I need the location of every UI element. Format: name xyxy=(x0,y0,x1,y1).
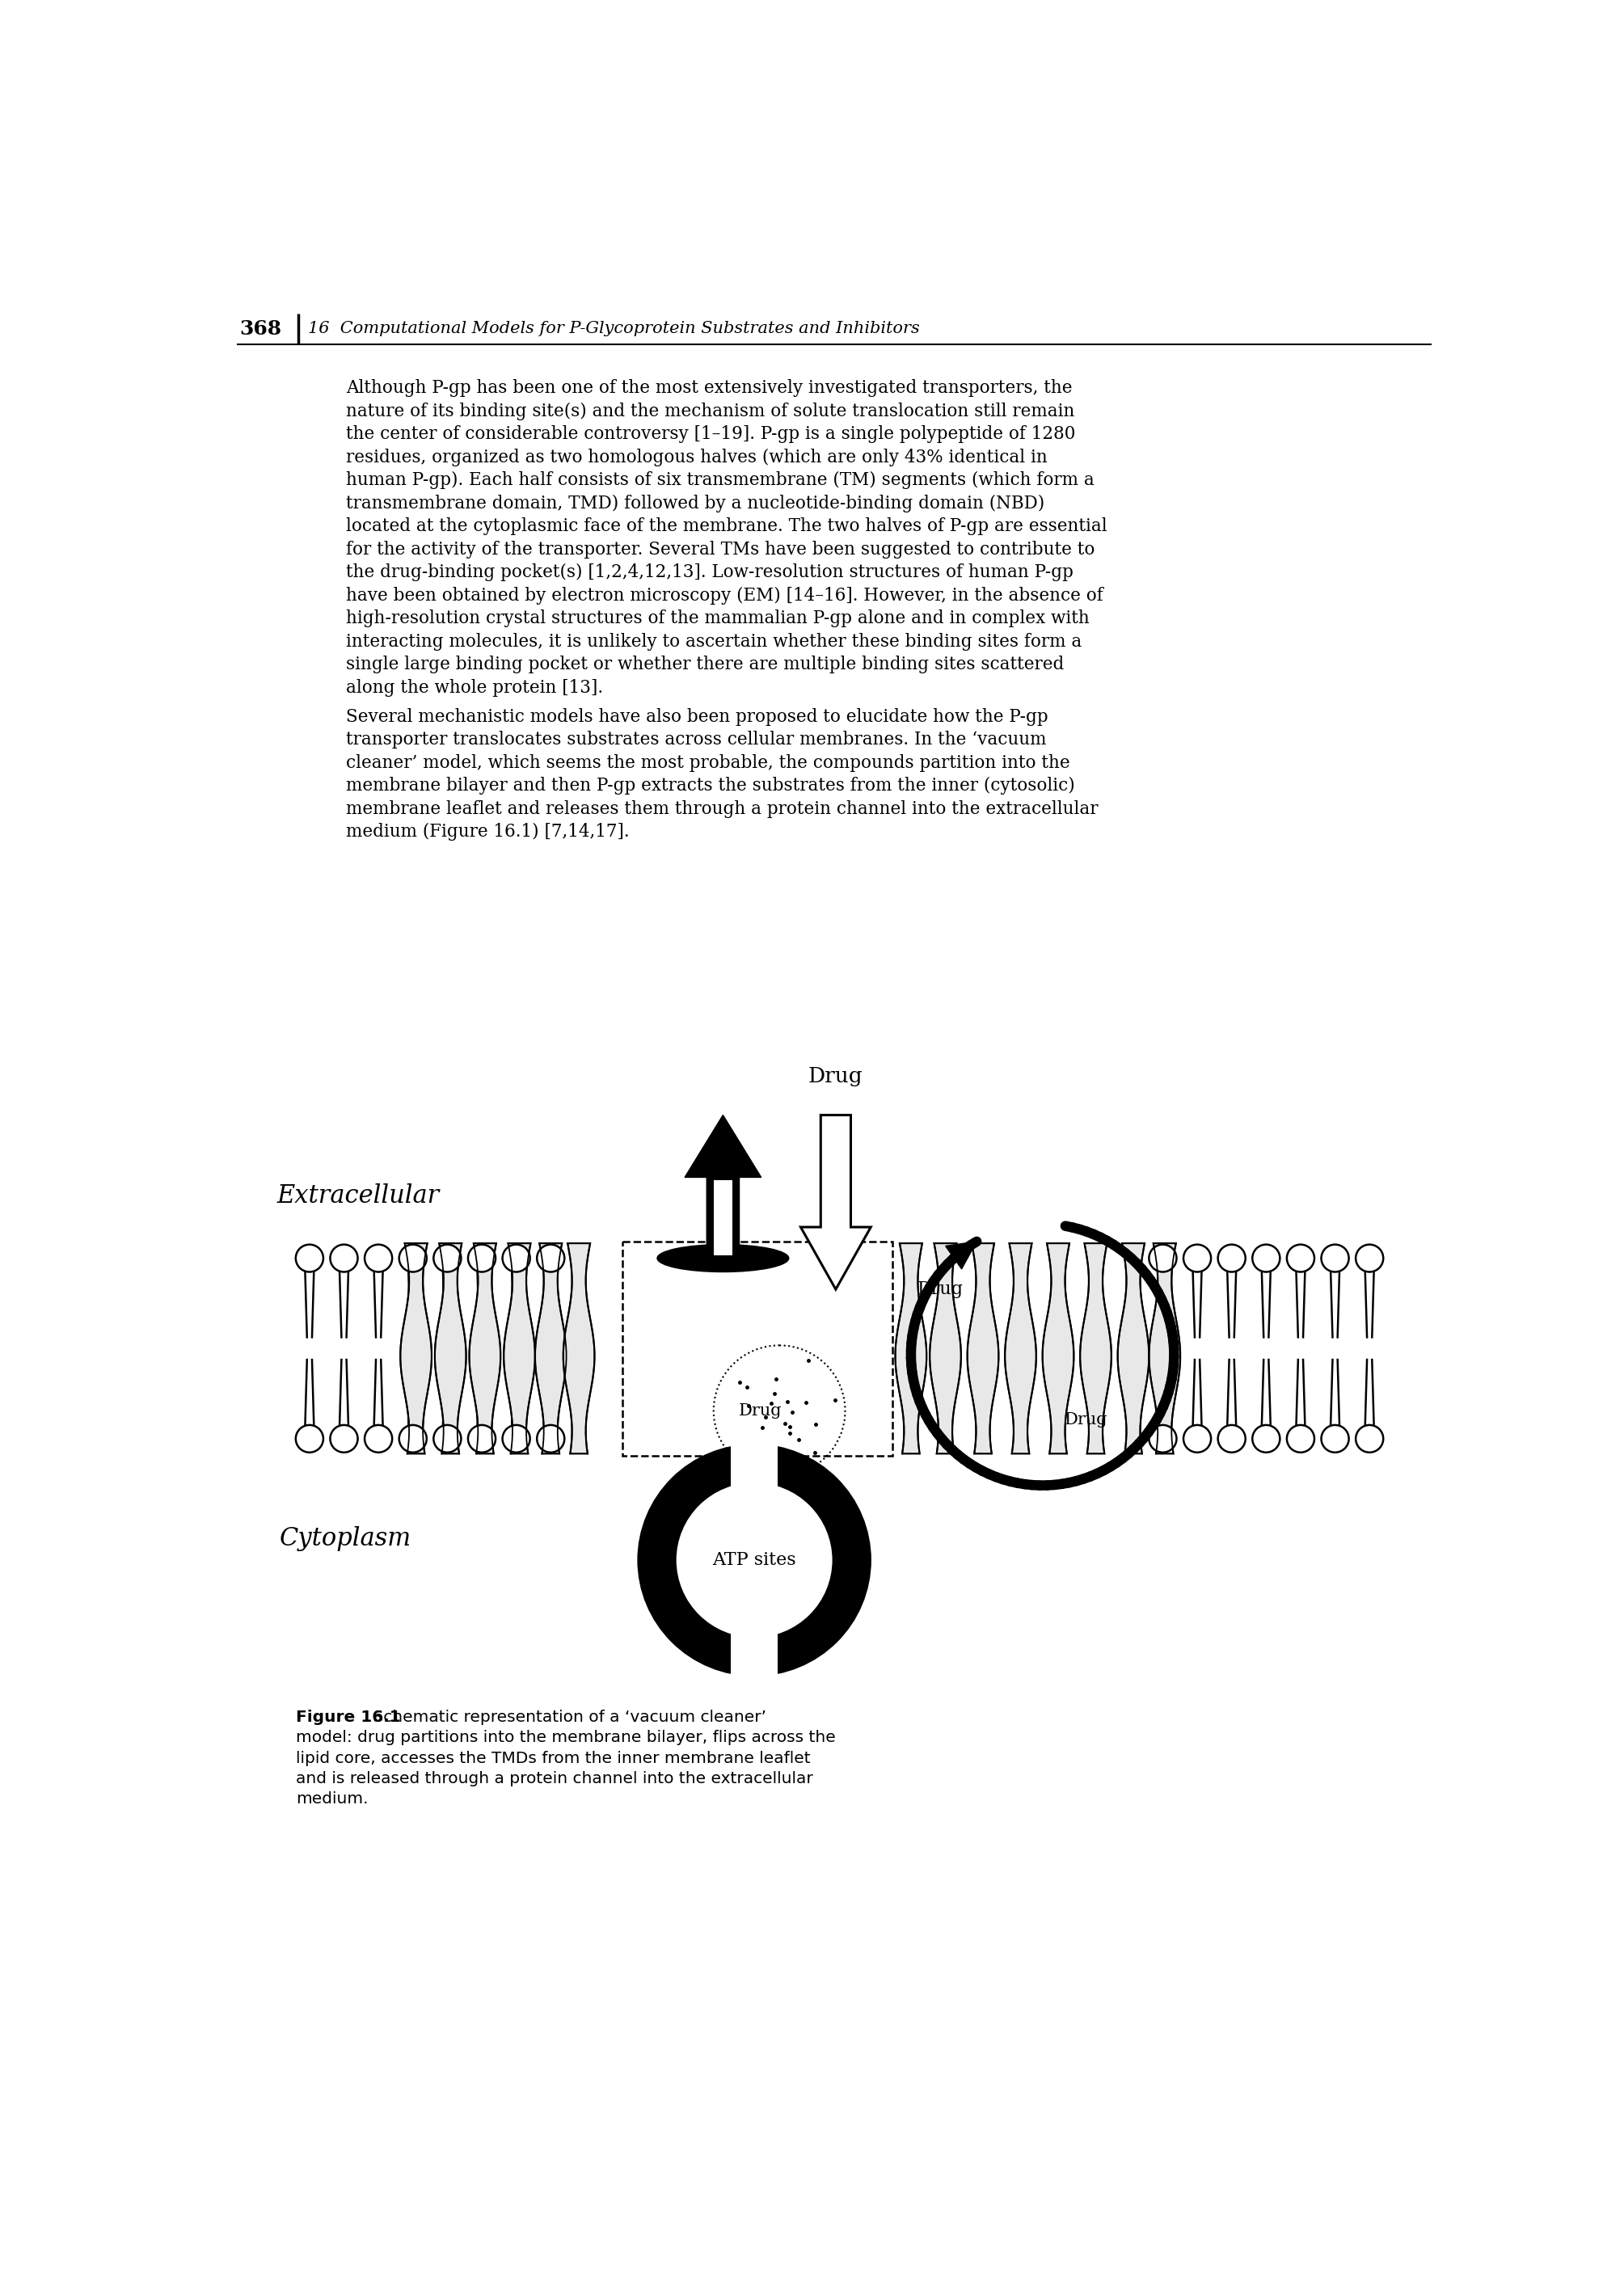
Bar xyxy=(622,1241,892,1456)
Circle shape xyxy=(1356,1243,1384,1271)
Circle shape xyxy=(434,1243,461,1271)
Text: high-resolution crystal structures of the mammalian P-gp alone and in complex wi: high-resolution crystal structures of th… xyxy=(346,609,1090,627)
Text: for the activity of the transporter. Several TMs have been suggested to contribu: for the activity of the transporter. Sev… xyxy=(346,540,1095,559)
Circle shape xyxy=(468,1424,495,1452)
Circle shape xyxy=(1184,1424,1212,1452)
Circle shape xyxy=(1252,1424,1280,1452)
Polygon shape xyxy=(968,1243,999,1454)
Text: Drug: Drug xyxy=(1065,1413,1108,1427)
Circle shape xyxy=(1286,1243,1314,1271)
Text: Cytoplasm: Cytoplasm xyxy=(279,1525,412,1550)
Circle shape xyxy=(1218,1243,1246,1271)
Polygon shape xyxy=(1150,1243,1181,1454)
Text: nature of its binding site(s) and the mechanism of solute translocation still re: nature of its binding site(s) and the me… xyxy=(346,403,1075,421)
Ellipse shape xyxy=(658,1243,789,1271)
Circle shape xyxy=(638,1445,870,1676)
Text: model: drug partitions into the membrane bilayer, flips across the: model: drug partitions into the membrane… xyxy=(296,1729,835,1745)
Polygon shape xyxy=(401,1243,432,1454)
Text: Although P-gp has been one of the most extensively investigated transporters, th: Although P-gp has been one of the most e… xyxy=(346,380,1072,396)
Polygon shape xyxy=(685,1115,762,1257)
Circle shape xyxy=(400,1243,427,1271)
Circle shape xyxy=(296,1243,323,1271)
Bar xyxy=(731,1443,778,1488)
Text: medium (Figure 16.1) [7,14,17].: medium (Figure 16.1) [7,14,17]. xyxy=(346,822,628,840)
Circle shape xyxy=(400,1424,427,1452)
Text: single large binding pocket or whether there are multiple binding sites scattere: single large binding pocket or whether t… xyxy=(346,655,1064,673)
Circle shape xyxy=(538,1243,565,1271)
Circle shape xyxy=(538,1424,565,1452)
Text: Several mechanistic models have also been proposed to elucidate how the P-gp: Several mechanistic models have also bee… xyxy=(346,708,1047,726)
Polygon shape xyxy=(945,1241,976,1269)
Text: have been obtained by electron microscopy (EM) [14–16]. However, in the absence : have been obtained by electron microscop… xyxy=(346,586,1103,605)
Polygon shape xyxy=(713,1179,732,1255)
Text: and is released through a protein channel into the extracellular: and is released through a protein channe… xyxy=(296,1770,814,1786)
Bar xyxy=(731,1633,778,1679)
Text: 16  Computational Models for P-Glycoprotein Substrates and Inhibitors: 16 Computational Models for P-Glycoprote… xyxy=(309,321,919,337)
Text: interacting molecules, it is unlikely to ascertain whether these binding sites f: interacting molecules, it is unlikely to… xyxy=(346,632,1082,650)
Circle shape xyxy=(365,1243,393,1271)
Text: transmembrane domain, TMD) followed by a nucleotide-binding domain (NBD): transmembrane domain, TMD) followed by a… xyxy=(346,495,1044,513)
Text: located at the cytoplasmic face of the membrane. The two halves of P-gp are esse: located at the cytoplasmic face of the m… xyxy=(346,518,1108,536)
Text: the center of considerable controversy [1–19]. P-gp is a single polypeptide of 1: the center of considerable controversy [… xyxy=(346,426,1075,444)
Polygon shape xyxy=(1005,1243,1036,1454)
Text: 368: 368 xyxy=(239,318,281,339)
Circle shape xyxy=(365,1424,393,1452)
Circle shape xyxy=(330,1424,357,1452)
Circle shape xyxy=(1150,1424,1176,1452)
Polygon shape xyxy=(469,1243,500,1454)
Circle shape xyxy=(434,1424,461,1452)
Polygon shape xyxy=(801,1115,870,1289)
Text: along the whole protein [13].: along the whole protein [13]. xyxy=(346,678,603,696)
Polygon shape xyxy=(1080,1243,1111,1454)
Circle shape xyxy=(1150,1243,1176,1271)
Circle shape xyxy=(502,1424,529,1452)
Polygon shape xyxy=(1043,1243,1073,1454)
Text: transporter translocates substrates across cellular membranes. In the ‘vacuum: transporter translocates substrates acro… xyxy=(346,731,1046,749)
Circle shape xyxy=(1184,1243,1212,1271)
Circle shape xyxy=(330,1243,357,1271)
Text: human P-gp). Each half consists of six transmembrane (TM) segments (which form a: human P-gp). Each half consists of six t… xyxy=(346,472,1095,490)
Circle shape xyxy=(676,1482,833,1637)
Circle shape xyxy=(1252,1243,1280,1271)
Polygon shape xyxy=(931,1243,961,1454)
Text: Drug: Drug xyxy=(809,1067,862,1085)
Text: the drug-binding pocket(s) [1,2,4,12,13]. Low-resolution structures of human P-g: the drug-binding pocket(s) [1,2,4,12,13]… xyxy=(346,563,1073,582)
Polygon shape xyxy=(503,1243,534,1454)
Text: membrane leaflet and releases them through a protein channel into the extracellu: membrane leaflet and releases them throu… xyxy=(346,799,1098,818)
Circle shape xyxy=(1322,1243,1350,1271)
Text: cleaner’ model, which seems the most probable, the compounds partition into the: cleaner’ model, which seems the most pro… xyxy=(346,753,1070,772)
Circle shape xyxy=(296,1424,323,1452)
Text: ATP sites: ATP sites xyxy=(713,1550,796,1569)
Text: Figure 16.1: Figure 16.1 xyxy=(296,1708,401,1724)
Polygon shape xyxy=(435,1243,466,1454)
Text: medium.: medium. xyxy=(296,1791,369,1807)
Text: Drug: Drug xyxy=(918,1280,963,1298)
Circle shape xyxy=(1356,1424,1384,1452)
Circle shape xyxy=(1322,1424,1350,1452)
Circle shape xyxy=(502,1243,529,1271)
Text: Drug: Drug xyxy=(739,1404,783,1418)
Circle shape xyxy=(1218,1424,1246,1452)
Circle shape xyxy=(468,1243,495,1271)
Polygon shape xyxy=(895,1243,927,1454)
Text: Extracellular: Extracellular xyxy=(278,1184,440,1209)
Text: lipid core, accesses the TMDs from the inner membrane leaflet: lipid core, accesses the TMDs from the i… xyxy=(296,1750,810,1766)
Circle shape xyxy=(1286,1424,1314,1452)
Text: Schematic representation of a ‘vacuum cleaner’: Schematic representation of a ‘vacuum cl… xyxy=(367,1708,767,1724)
Polygon shape xyxy=(534,1243,567,1454)
Text: residues, organized as two homologous halves (which are only 43% identical in: residues, organized as two homologous ha… xyxy=(346,449,1047,467)
Text: membrane bilayer and then P-gp extracts the substrates from the inner (cytosolic: membrane bilayer and then P-gp extracts … xyxy=(346,776,1075,795)
Polygon shape xyxy=(564,1243,594,1454)
Polygon shape xyxy=(1117,1243,1148,1454)
